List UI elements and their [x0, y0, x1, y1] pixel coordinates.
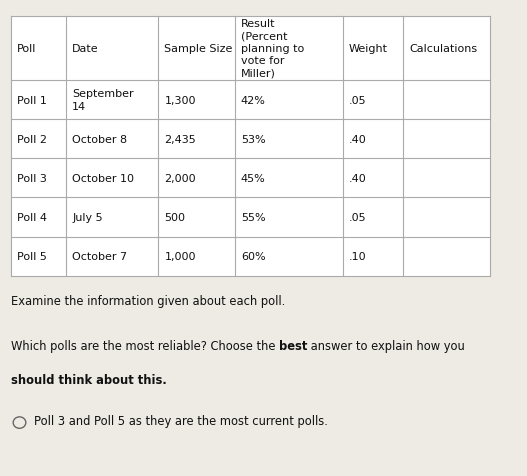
Text: Calculations: Calculations [409, 44, 477, 54]
Text: answer to explain how you: answer to explain how you [307, 339, 465, 352]
Text: .05: .05 [349, 213, 366, 222]
Text: best: best [279, 339, 307, 352]
Text: September
14: September 14 [72, 89, 134, 111]
Text: 53%: 53% [241, 135, 266, 144]
Text: Poll 4: Poll 4 [17, 213, 47, 222]
Text: 1,300: 1,300 [164, 96, 196, 105]
Text: 500: 500 [164, 213, 186, 222]
Text: .40: .40 [349, 174, 367, 183]
Bar [11, 17, 490, 276]
Text: 60%: 60% [241, 252, 266, 261]
Text: Poll 2: Poll 2 [17, 135, 47, 144]
Text: Poll 1: Poll 1 [17, 96, 47, 105]
Text: Sample Size: Sample Size [164, 44, 233, 54]
Text: .05: .05 [349, 96, 366, 105]
Text: Which polls are the most reliable? Choose the: Which polls are the most reliable? Choos… [11, 339, 279, 352]
Text: Poll 3: Poll 3 [17, 174, 47, 183]
Text: 2,435: 2,435 [164, 135, 196, 144]
Text: .40: .40 [349, 135, 367, 144]
Text: 55%: 55% [241, 213, 266, 222]
Text: Examine the information given about each poll.: Examine the information given about each… [11, 294, 285, 307]
Text: Poll 3 and Poll 5 as they are the most current polls.: Poll 3 and Poll 5 as they are the most c… [34, 414, 328, 427]
Text: Result
(Percent
planning to
vote for
Miller): Result (Percent planning to vote for Mil… [241, 19, 304, 79]
Text: .10: .10 [349, 252, 366, 261]
Text: Date: Date [72, 44, 99, 54]
Text: Weight: Weight [349, 44, 388, 54]
Text: should think about this.: should think about this. [11, 374, 167, 387]
Text: 1,000: 1,000 [164, 252, 196, 261]
Text: October 10: October 10 [72, 174, 134, 183]
Text: October 7: October 7 [72, 252, 128, 261]
Text: 45%: 45% [241, 174, 266, 183]
Text: October 8: October 8 [72, 135, 128, 144]
Text: Poll: Poll [17, 44, 36, 54]
Text: Poll 5: Poll 5 [17, 252, 47, 261]
Text: July 5: July 5 [72, 213, 103, 222]
Text: 2,000: 2,000 [164, 174, 196, 183]
Text: 42%: 42% [241, 96, 266, 105]
